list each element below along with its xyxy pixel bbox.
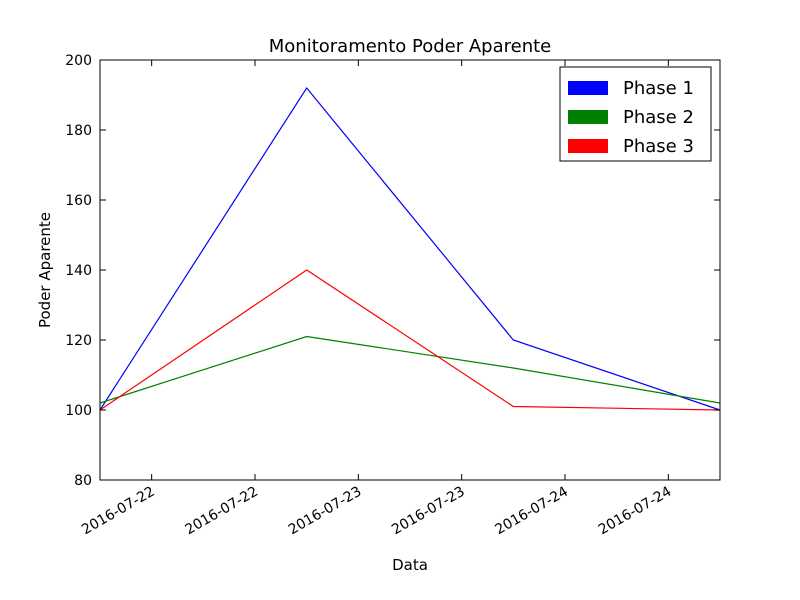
legend: Phase 1 Phase 2 Phase 3 [559,66,712,162]
y-tick-label: 100 [65,403,92,419]
y-tick-label: 180 [65,123,92,139]
series-line-3 [99,269,721,411]
y-tick-label: 200 [65,53,92,69]
series-line-2 [99,335,721,404]
x-axis-label: Data [392,556,428,574]
legend-swatch-3 [568,139,608,153]
legend-swatch-2 [568,110,608,124]
legend-swatch-1 [568,81,608,95]
y-tick-label: 80 [74,473,92,489]
y-tick-label: 160 [65,193,92,209]
y-tick-label: 140 [65,263,92,279]
legend-label-2: Phase 2 [623,107,694,128]
legend-label-3: Phase 3 [623,136,694,157]
y-tick-label: 120 [65,333,92,349]
series-line-1 [99,86,721,411]
chart-title: Monitoramento Poder Aparente [269,36,552,57]
legend-label-1: Phase 1 [623,78,694,99]
y-axis-label: Poder Aparente [36,212,54,328]
